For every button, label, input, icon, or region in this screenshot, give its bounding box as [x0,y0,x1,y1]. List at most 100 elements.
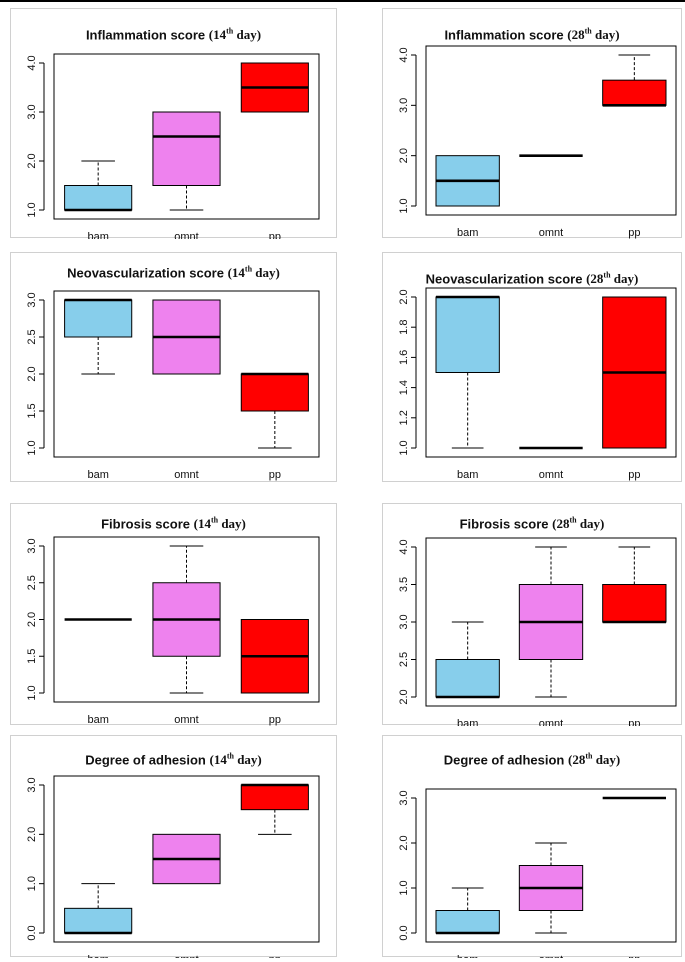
y-tick-label: 2.5 [398,652,410,667]
chart-title-ordinal: th [226,27,234,36]
chart-title-day-number: 28 [572,752,586,768]
y-tick-label: 4.0 [398,47,410,62]
y-tick-label: 3.0 [26,538,38,553]
chart-title-open-paren: ( [552,516,557,532]
box-omnt [518,546,584,698]
chart-title-main: Inflammation score [444,27,564,43]
box-pp [602,296,667,449]
y-tick-label: 2.0 [26,612,38,627]
chart-title-main: Fibrosis score [101,516,190,532]
x-category-label: pp [269,954,281,958]
y-tick-label: 3.0 [26,777,38,792]
chart-title-day-word: day) [255,265,280,281]
x-category-label: bam [87,714,108,726]
x-category-label: omnt [174,231,198,239]
chart-title-open-paren: ( [227,265,232,281]
y-tick-label: 1.0 [26,202,38,217]
plot-frame [425,287,677,458]
chart-title-day: (28th day) [568,752,620,767]
plot-frame [53,775,320,943]
box-body [435,659,500,698]
chart-title: Neovascularization score (14th day) [11,265,336,281]
chart-title-day-word: day) [613,271,639,287]
chart-panel: Neovascularization score (28th day) 1.0 1.… [382,252,682,482]
y-tick-label: 2.0 [26,366,38,381]
chart-title: Fibrosis score (28th day) [383,516,681,532]
x-category-label: bam [457,718,478,726]
box-pp [602,54,667,107]
chart-title-open-paren: ( [209,752,214,768]
x-category-label: omnt [174,469,198,481]
y-tick-label: 3.0 [26,104,38,119]
chart-title-main: Inflammation score [85,27,206,43]
chart-title-open-paren: ( [208,27,214,43]
chart-title: Degree of adhesion (28th day) [383,752,681,768]
chart-title-day-word: day) [236,27,262,43]
plot-frame [53,536,320,703]
chart-title-ordinal: th [569,516,577,525]
box-pp [240,783,309,835]
box-pp [602,546,667,624]
chart-panel: Degree of adhesion (28th day) 0.0 1.0 2.0 3.… [382,735,682,958]
plot-frame [53,53,320,220]
plot-frame [425,788,677,943]
y-tick-label: 4.0 [26,55,38,70]
box-pp [240,62,309,113]
x-category-label: omnt [539,227,563,239]
x-category-label: pp [269,231,281,239]
x-category-label: pp [628,954,640,958]
box-bam [435,887,500,935]
x-category-label: pp [628,227,640,239]
x-category-label: omnt [539,469,563,481]
x-category-label: bam [457,469,478,481]
chart-title-main: Fibrosis score [459,516,549,532]
boxplot-svg: 0.0 1.0 2.0 3.0 bam omnt pp [398,788,677,958]
box-bam [435,295,500,449]
boxplot-svg: 1.0 1.2 1.4 1.6 1.8 2.0 bam omnt pp [398,287,677,481]
y-tick-label: 1.0 [398,198,410,213]
x-category-label: bam [87,469,108,481]
top-rule [0,0,685,2]
chart-title-day-number: 28 [556,516,570,532]
chart-title-open-paren: ( [567,27,572,43]
x-category-label: omnt [174,714,198,726]
chart-title-day-word: day) [595,752,621,768]
plot-frame [425,537,677,707]
chart-title-open-paren: ( [586,271,591,287]
y-tick-label: 1.6 [398,350,410,365]
chart-title-main: Neovascularization score [425,271,583,287]
chart-title-ordinal: th [584,27,592,36]
chart-title-main: Degree of adhesion [85,752,206,768]
chart-title-day-number: 14 [231,265,245,281]
chart-panel: Degree of adhesion (14th day) 0.0 1.0 2.0 3.… [10,735,337,958]
box-bam [435,155,500,207]
y-tick-label: 2.0 [398,689,410,704]
chart-panel: Inflammation score (14th day) 1.0 2.0 3.0 4.… [10,8,337,239]
plot-frame [425,45,677,216]
box-body [240,373,309,412]
box-body [602,79,667,106]
chart-title-day-word: day) [594,27,620,43]
boxplot-svg: 1.0 1.5 2.0 2.5 3.0 bam omnt pp [26,536,320,726]
chart-title: Degree of adhesion (14th day) [11,752,336,768]
chart-title: Inflammation score (28th day) [383,27,681,43]
chart-title-day-number: 28 [590,271,604,287]
chart-title-main: Neovascularization score [67,265,224,281]
y-tick-label: 3.0 [398,614,410,629]
chart-title-open-paren: ( [567,752,573,768]
y-tick-label: 3.0 [398,98,410,113]
y-tick-label: 1.0 [398,880,410,895]
y-tick-label: 2.0 [26,827,38,842]
box-pp [240,619,309,694]
x-category-label: pp [628,469,640,481]
box-body [240,784,309,811]
chart-title-ordinal: th [603,271,611,280]
box-bam [435,621,500,699]
x-category-label: pp [269,714,281,726]
y-tick-label: 3.5 [398,577,410,592]
box-omnt [518,842,584,934]
x-category-label: bam [87,954,108,958]
x-category-label: pp [628,718,640,726]
y-tick-label: 2.0 [398,148,410,163]
box-omnt [152,299,221,375]
